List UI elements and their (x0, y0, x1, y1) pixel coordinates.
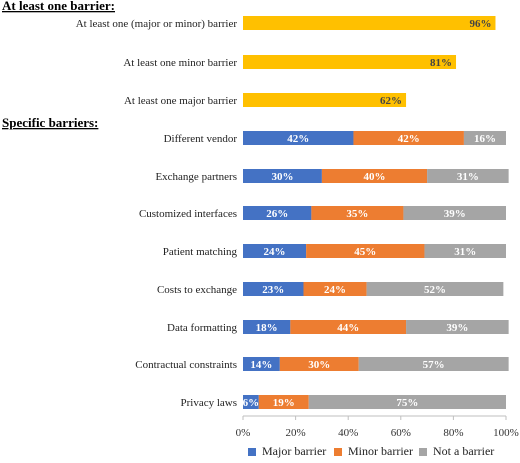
legend-item-not: Not a barrier (419, 444, 494, 459)
data-label: 16% (474, 133, 496, 145)
category-label: At least one minor barrier (123, 57, 237, 69)
data-label: 96% (469, 18, 491, 30)
data-label: 14% (250, 359, 272, 371)
bar-segment-minor-barrier (353, 131, 464, 145)
data-label: 57% (423, 359, 445, 371)
bar-segment-not-a-barrier (358, 357, 509, 371)
data-label: 39% (444, 208, 466, 220)
data-label: 40% (364, 171, 386, 183)
data-label: 31% (454, 246, 476, 258)
data-label: 24% (264, 246, 286, 258)
x-tick-label: 0% (236, 427, 251, 439)
category-label: Customized interfaces (139, 208, 237, 220)
x-tick-label: 60% (391, 427, 411, 439)
data-label: 30% (271, 171, 293, 183)
category-label: At least one major barrier (124, 95, 237, 107)
bar-segment-not-a-barrier (366, 282, 504, 296)
x-tick-label: 20% (286, 427, 306, 439)
bar-at-least-one-1 (243, 55, 457, 69)
bar-segment-not-a-barrier (403, 206, 506, 220)
category-label: Different vendor (164, 133, 238, 145)
data-label: 6% (243, 397, 260, 409)
category-label: Exchange partners (155, 171, 237, 183)
data-label: 81% (430, 57, 452, 69)
bar-segment-major-barrier (243, 357, 280, 371)
bar-segment-minor-barrier (303, 282, 367, 296)
category-label: Contractual constraints (135, 359, 237, 371)
bar-segment-minor-barrier (258, 395, 309, 409)
x-tick-label: 40% (338, 427, 358, 439)
bar-segment-not-a-barrier (424, 244, 506, 258)
bar-segment-minor-barrier (311, 206, 404, 220)
data-label: 23% (262, 284, 284, 296)
data-label: 62% (380, 95, 402, 107)
legend-swatch-minor (334, 447, 342, 456)
bar-segment-not-a-barrier (463, 131, 506, 145)
category-label: Data formatting (167, 322, 237, 334)
data-label: 39% (446, 322, 468, 334)
bar-segment-minor-barrier (290, 320, 407, 334)
category-label: Privacy laws (180, 397, 237, 409)
bar-segment-minor-barrier (279, 357, 359, 371)
data-label: 30% (308, 359, 330, 371)
x-tick-label: 100% (493, 427, 519, 439)
bar-segment-major-barrier (243, 206, 312, 220)
bar-segment-minor-barrier (306, 244, 425, 258)
data-label: 19% (273, 397, 295, 409)
bar-at-least-one-2 (243, 93, 407, 107)
data-label: 18% (256, 322, 278, 334)
chart-legend: Major barrier Minor barrier Not a barrie… (0, 440, 520, 460)
bar-segment-not-a-barrier (308, 395, 506, 409)
bar-segment-major-barrier (243, 131, 354, 145)
bar-segment-major-barrier (243, 282, 304, 296)
x-tick-label: 80% (443, 427, 463, 439)
legend-swatch-not (419, 447, 427, 456)
bar-segment-not-a-barrier (427, 169, 509, 183)
legend-swatch-major (248, 447, 256, 456)
category-label: At least one (major or minor) barrier (76, 18, 238, 30)
data-label: 35% (346, 208, 368, 220)
category-label: Patient matching (163, 246, 238, 258)
bar-segment-major-barrier (243, 244, 307, 258)
data-label: 75% (396, 397, 418, 409)
legend-label-major: Major barrier (262, 444, 327, 458)
data-label: 45% (354, 246, 376, 258)
section-heading-0: At least one barrier: (2, 0, 115, 13)
bar-segment-minor-barrier (321, 169, 428, 183)
category-label: Costs to exchange (157, 284, 237, 296)
data-label: 24% (324, 284, 346, 296)
legend-item-major: Major barrier (248, 444, 326, 459)
legend-item-minor: Minor barrier (334, 444, 413, 459)
data-label: 52% (424, 284, 446, 296)
bar-at-least-one-0 (243, 16, 496, 30)
data-label: 31% (457, 171, 479, 183)
data-label: 42% (398, 133, 420, 145)
data-label: 26% (266, 208, 288, 220)
bar-segment-major-barrier (243, 395, 259, 409)
bar-segment-not-a-barrier (406, 320, 509, 334)
legend-label-not: Not a barrier (433, 444, 495, 458)
bar-segment-major-barrier (243, 169, 322, 183)
bar-segment-major-barrier (243, 320, 291, 334)
data-label: 42% (287, 133, 309, 145)
data-label: 44% (337, 322, 359, 334)
section-heading-1: Specific barriers: (2, 115, 98, 130)
legend-label-minor: Minor barrier (348, 444, 413, 458)
